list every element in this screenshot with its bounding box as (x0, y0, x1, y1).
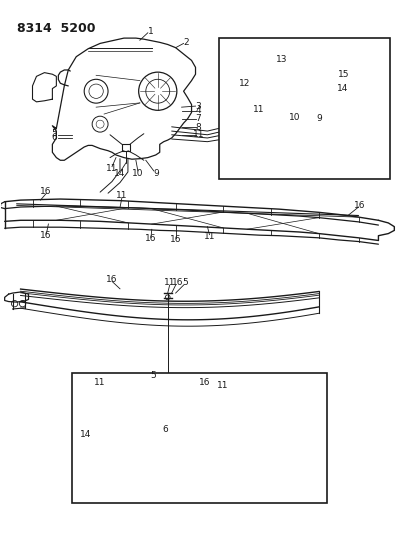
Text: 5: 5 (183, 278, 188, 287)
Text: 11: 11 (217, 381, 228, 390)
Text: 16: 16 (199, 378, 210, 387)
Text: 13: 13 (277, 55, 288, 64)
Text: 1: 1 (148, 27, 154, 36)
Bar (72, 373, 327, 503)
Text: 2: 2 (184, 38, 189, 47)
Bar (219, 38, 390, 179)
Text: 16: 16 (40, 231, 51, 240)
Text: 8314  5200: 8314 5200 (17, 22, 95, 35)
Text: 11: 11 (193, 130, 204, 139)
Text: 14: 14 (114, 169, 126, 178)
Text: 6: 6 (162, 425, 168, 434)
Text: 11: 11 (105, 164, 117, 173)
Text: 12: 12 (239, 79, 250, 88)
Text: 11: 11 (253, 106, 264, 114)
Text: 6: 6 (51, 133, 57, 142)
Text: 11: 11 (116, 191, 128, 200)
Text: 16: 16 (170, 236, 182, 245)
Text: 16: 16 (145, 235, 157, 244)
Text: 10: 10 (132, 169, 144, 178)
Text: 11: 11 (93, 378, 105, 387)
Text: 5: 5 (150, 371, 156, 380)
Text: 16: 16 (40, 187, 51, 196)
Text: 11: 11 (204, 232, 215, 241)
Text: 7: 7 (196, 115, 201, 123)
Text: 9: 9 (153, 169, 159, 178)
Text: 8: 8 (196, 123, 201, 132)
Text: 3: 3 (196, 102, 201, 110)
Text: 16: 16 (354, 201, 365, 210)
Text: 16: 16 (172, 278, 184, 287)
Text: 15: 15 (338, 70, 349, 79)
Text: 4: 4 (196, 107, 201, 115)
Text: 5: 5 (51, 128, 57, 138)
Text: 11: 11 (164, 278, 176, 287)
Text: 10: 10 (289, 114, 301, 122)
Text: 14: 14 (337, 84, 348, 93)
Text: 9: 9 (316, 115, 322, 123)
Text: 16: 16 (105, 274, 117, 284)
Text: 14: 14 (80, 430, 91, 439)
